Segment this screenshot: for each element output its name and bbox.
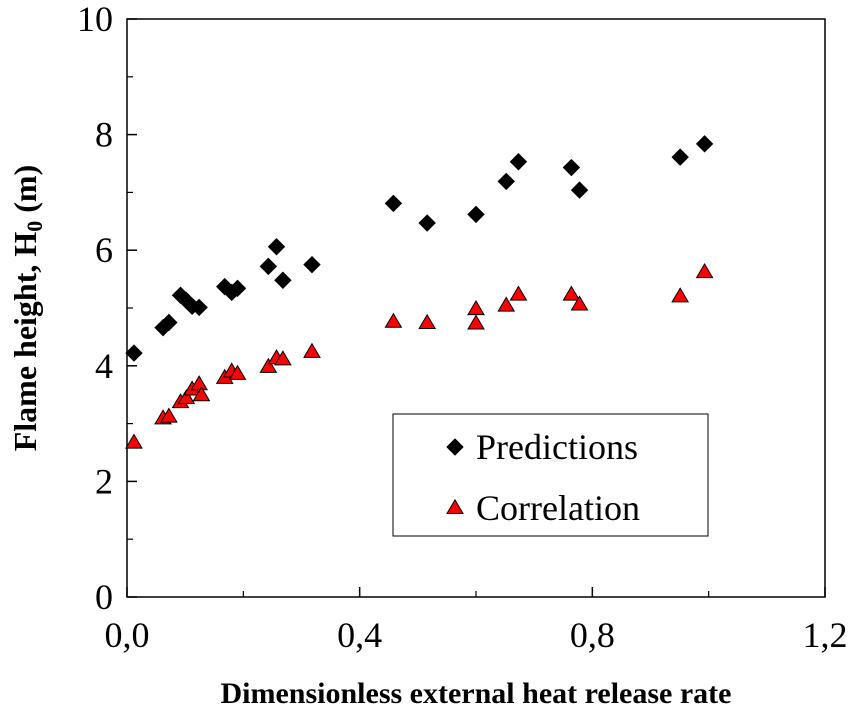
prediction-point (509, 153, 528, 171)
series-predictions (125, 135, 714, 362)
correlation-point (418, 313, 437, 329)
correlation-point (562, 285, 581, 301)
legend-box (392, 413, 709, 537)
prediction-point (303, 255, 321, 274)
correlation-point (467, 300, 485, 316)
correlation-point (274, 350, 292, 366)
x-axis-title: Dimensionless external heat release rate (221, 677, 732, 710)
y-tick-label: 4 (95, 346, 113, 386)
legend-label: Predictions (476, 427, 638, 467)
correlation-point (695, 263, 714, 279)
x-tick-label: 0,0 (105, 615, 150, 655)
axes (126, 18, 826, 598)
x-tick-label: 1,2 (803, 615, 848, 655)
x-tick-label: 0,4 (337, 615, 382, 655)
axis-titles: Dimensionless external heat release rate… (7, 165, 731, 710)
data-points (125, 135, 714, 449)
prediction-point (467, 205, 485, 224)
correlation-point (259, 357, 278, 373)
legend-marker-predictions (446, 438, 464, 456)
correlation-point (671, 287, 690, 303)
correlation-point (467, 314, 485, 330)
prediction-point (267, 238, 286, 256)
correlation-point (570, 295, 589, 311)
legend-marker-correlation (446, 498, 464, 514)
prediction-point (259, 257, 278, 276)
correlation-point (384, 312, 403, 328)
prediction-point (228, 279, 247, 298)
y-tick-label: 2 (95, 461, 113, 501)
prediction-point (418, 214, 436, 232)
y-axis-title-unit: (m) (7, 165, 43, 221)
correlation-point (177, 389, 196, 405)
legend: Predictions Correlation (392, 413, 709, 537)
correlation-point (509, 285, 528, 301)
prediction-point (125, 344, 143, 362)
y-tick-label: 8 (95, 115, 113, 155)
correlation-point (192, 386, 211, 402)
prediction-point (497, 172, 515, 191)
y-tick-label: 0 (95, 577, 113, 617)
y-tick-label: 10 (77, 0, 113, 39)
correlation-point (303, 342, 321, 358)
prediction-point (671, 148, 689, 166)
correlation-point (228, 364, 247, 380)
prediction-point (190, 298, 208, 317)
prediction-point (570, 181, 589, 199)
correlation-point (190, 375, 209, 391)
series-correlation (125, 263, 714, 449)
y-tick-label: 6 (95, 230, 113, 270)
prediction-point (274, 271, 292, 289)
tick-labels: 0 2 4 6 8 10 0,0 0,4 0,8 1,2 (77, 0, 848, 655)
y-axis-title: Flame height, H0 (m) (7, 165, 47, 452)
prediction-point (160, 313, 178, 332)
prediction-point (562, 158, 581, 177)
correlation-point (160, 407, 178, 423)
y-axis-title-subscript: 0 (22, 221, 47, 232)
x-tick-label: 0,8 (570, 615, 615, 655)
prediction-point (695, 135, 714, 153)
legend-label: Correlation (476, 488, 640, 528)
y-axis-title-main: Flame height, H (7, 232, 43, 452)
prediction-point (384, 194, 403, 213)
correlation-point (497, 296, 516, 312)
correlation-point (125, 433, 143, 449)
